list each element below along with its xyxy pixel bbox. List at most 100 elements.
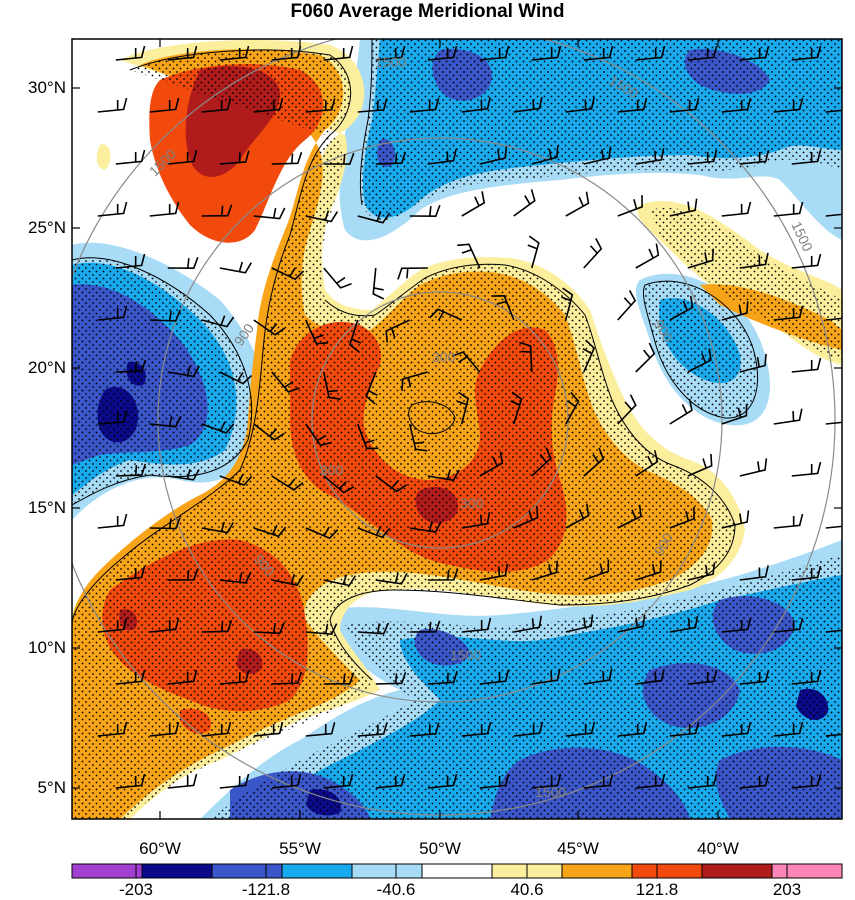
wind-barb (115, 669, 146, 685)
wind-barb (167, 365, 200, 378)
wind-barb (167, 568, 199, 581)
wind-barb (531, 145, 559, 165)
axis-ticks (72, 39, 842, 819)
wind-barb (97, 513, 128, 529)
wind-barb (844, 462, 855, 476)
wind-barb (583, 238, 603, 269)
lat-label: 5°N (37, 778, 66, 797)
wind-barb (687, 248, 715, 269)
ring-label: 300 (460, 495, 484, 511)
wind-barb (305, 423, 333, 447)
wind-barb (669, 398, 693, 425)
wind-barb (167, 45, 198, 61)
wind-barb (617, 97, 648, 113)
wind-barb (687, 562, 716, 581)
wind-barb (253, 622, 286, 635)
wind-barb (167, 669, 198, 685)
wind-barb (479, 563, 509, 581)
wind-barb (739, 252, 769, 269)
wind-barb (451, 351, 481, 373)
wind-barb (149, 97, 180, 113)
wind-barb (375, 475, 407, 493)
wind-barb (844, 46, 855, 60)
wind-barb (844, 774, 855, 788)
wind-barb (687, 669, 718, 685)
wind-barb (372, 267, 385, 300)
wind-barb (791, 149, 822, 165)
wind-barb (305, 319, 329, 345)
wind-barb (687, 45, 718, 61)
wind-barb (669, 721, 700, 737)
colorbar-label: -121.8 (241, 880, 291, 899)
colorbar-label: -40.6 (376, 880, 416, 899)
wind-barb (201, 521, 234, 534)
wind-barb (582, 339, 596, 373)
wind-barb (167, 773, 198, 789)
wind-barb (461, 721, 492, 737)
wind-barb (271, 574, 305, 586)
wind-barb (322, 371, 341, 400)
wind-barb (791, 357, 822, 373)
wind-barb (115, 45, 146, 61)
wind-barb (357, 622, 390, 635)
ring-label: 1500 (450, 647, 481, 663)
colorbar-label: 40.6 (510, 880, 544, 899)
wind-barb (348, 319, 362, 353)
wind-barb (583, 773, 614, 789)
wind-barb (115, 149, 146, 165)
lat-label: 15°N (28, 498, 66, 517)
ring-label: 300 (320, 462, 344, 478)
wind-barb (844, 150, 855, 164)
ring-label: 300 (432, 349, 456, 365)
colorbar-swatch (351, 863, 423, 879)
lon-label: 55°W (279, 839, 321, 858)
wind-barb (583, 668, 613, 685)
colorbar-swatch (211, 863, 283, 879)
colorbar-swatch (141, 863, 213, 879)
lat-label: 10°N (28, 638, 66, 657)
wind-barb (149, 721, 180, 737)
wind-barb (773, 513, 804, 529)
wind-barb (167, 149, 198, 165)
wind-barb (844, 566, 855, 580)
wind-barb (427, 45, 458, 61)
wind-barb (519, 341, 533, 373)
wind-barb (97, 97, 128, 113)
wind-barb (323, 773, 354, 789)
wind-barb (825, 109, 842, 113)
wind-barb (409, 521, 442, 533)
wind-barb (739, 149, 770, 165)
wind-barb (565, 721, 596, 737)
wind-barb (427, 149, 457, 165)
wind-barb (513, 505, 539, 529)
wind-barb (201, 421, 235, 434)
wind-barb (617, 289, 637, 321)
wind-barb (149, 201, 180, 217)
wind-barb (271, 475, 304, 491)
wind-barb (583, 559, 610, 581)
colorbar-swatch (631, 863, 703, 879)
wind-barb (635, 342, 656, 373)
wind-barb (617, 721, 648, 737)
wind-barb (565, 97, 595, 113)
wind-barb (323, 267, 352, 289)
wind-barb (219, 371, 253, 385)
colorbar-swatch (701, 863, 773, 879)
wind-barb (365, 371, 378, 405)
colorbar-label: 203 (772, 880, 802, 899)
wind-barb (401, 371, 428, 391)
wind-barb (791, 45, 822, 61)
wind-barb (531, 45, 562, 61)
wind-barb (527, 235, 540, 269)
wind-barb (305, 210, 339, 223)
wind-barb (357, 423, 379, 450)
wind-barb (561, 287, 574, 321)
wind-barb (97, 201, 128, 217)
wind-barb (149, 617, 180, 633)
wind-barb (617, 614, 646, 633)
colorbar-label: -203 (118, 880, 154, 899)
wind-barb (375, 572, 408, 585)
wind-barb (844, 358, 855, 372)
wind-barb (687, 453, 713, 477)
wind-barb (583, 45, 614, 61)
